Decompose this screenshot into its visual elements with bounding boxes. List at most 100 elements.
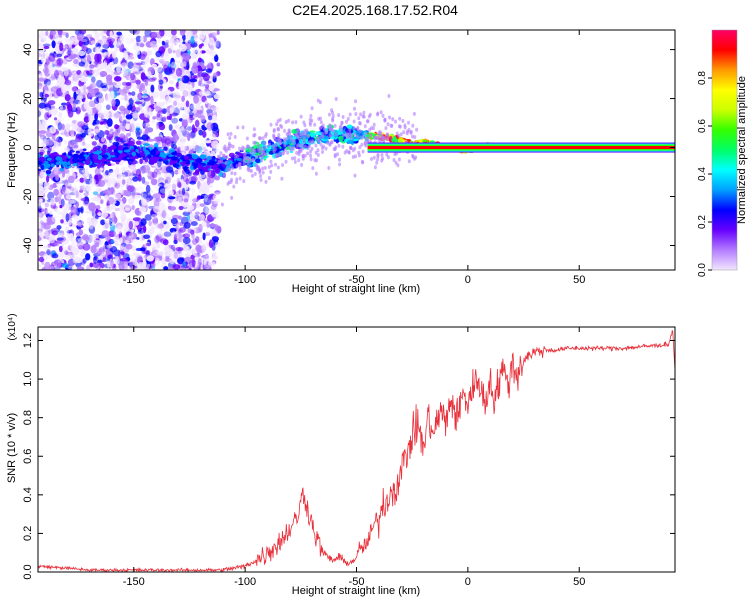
spectrogram-cell xyxy=(315,136,319,141)
spectrogram-cell xyxy=(142,267,149,270)
spectrogram-cell xyxy=(313,158,317,163)
spectrogram-cell xyxy=(273,147,277,152)
spectrogram-cell xyxy=(135,122,141,128)
spectrogram-cell xyxy=(391,117,395,122)
spectrogram-cell xyxy=(158,79,164,85)
spectrogram-cell xyxy=(158,148,165,152)
spectrogram-cell xyxy=(259,174,263,179)
spectrogram-cell xyxy=(191,258,196,268)
spectrogram-cell xyxy=(108,176,117,184)
spectrogram-cell xyxy=(309,149,312,154)
x-tick-label: -150 xyxy=(123,576,145,588)
spectrogram-cell xyxy=(381,156,385,161)
spectrogram-cell xyxy=(258,153,262,158)
spectrogram-cell xyxy=(46,127,53,131)
spectrogram-cell xyxy=(159,91,166,99)
spectrogram-cell xyxy=(182,174,189,183)
spectrogram-cell xyxy=(137,224,142,232)
spectrogram-cell xyxy=(94,97,100,105)
spectrogram-cell xyxy=(181,187,186,196)
spectrogram-cell xyxy=(102,175,110,185)
spectrogram-cell xyxy=(236,157,243,162)
spectrogram-cell xyxy=(242,179,246,184)
spectrogram-cell xyxy=(76,241,84,249)
colorbar-gradient xyxy=(712,30,737,270)
spectrogram-cell xyxy=(192,127,198,133)
spectrogram-cell xyxy=(53,117,58,121)
spectrogram-cell xyxy=(327,166,331,170)
spectrogram-cell xyxy=(245,136,249,141)
spectrogram-cell xyxy=(98,150,103,154)
spectrogram-cell xyxy=(382,139,386,144)
spectrogram-cell xyxy=(338,162,342,167)
spectrogram-cell xyxy=(114,128,120,137)
spectrogram-cell xyxy=(80,38,88,43)
spectrogram-cell xyxy=(308,143,311,148)
spectrogram-cell xyxy=(110,259,114,268)
spectrogram-cell xyxy=(139,36,144,42)
spectrogram-cell xyxy=(103,179,109,183)
spectrogram-cell xyxy=(197,164,203,170)
spectrogram-cell xyxy=(62,152,67,156)
spectrogram-cell xyxy=(92,261,100,268)
spectrogram-cell xyxy=(93,119,100,125)
spectrogram-cell xyxy=(87,115,95,123)
spectrogram-cell xyxy=(290,156,294,161)
spectrogram-cell xyxy=(62,58,68,65)
spectrogram-cell xyxy=(119,133,126,139)
spectrogram-cell xyxy=(182,34,186,41)
spectrogram-cell xyxy=(104,188,113,196)
spectrogram-cell xyxy=(415,127,419,132)
spectrogram-cell xyxy=(92,191,99,196)
spectrogram-cell xyxy=(354,99,357,104)
spectrogram-cell xyxy=(99,267,103,270)
spectrogram-cell xyxy=(50,145,56,154)
spectrogram-cell xyxy=(190,230,194,236)
spectrogram-cell xyxy=(226,132,230,137)
spectrogram-cell xyxy=(204,232,211,237)
spectrogram-cell xyxy=(126,185,135,193)
spectrogram-cell xyxy=(319,120,323,125)
spectrogram-cell xyxy=(97,179,106,187)
spectrogram-cell xyxy=(139,247,146,252)
spectrogram-cell xyxy=(205,206,209,214)
spectrogram-cell xyxy=(324,146,328,151)
spectrogram-cell xyxy=(385,152,389,157)
spectrogram-cell xyxy=(64,188,70,194)
spectrogram-cell xyxy=(97,43,102,48)
spectrogram-cell xyxy=(328,123,332,128)
spectrogram-cell xyxy=(158,71,163,80)
spectrogram-cell xyxy=(151,77,157,81)
spectrogram-cell xyxy=(392,158,396,162)
spectrogram-cell xyxy=(218,171,224,177)
spectrogram-cell xyxy=(54,196,59,203)
spectrogram-cell xyxy=(213,224,219,229)
spectrogram-cell xyxy=(246,161,250,166)
spectrogram-cell xyxy=(257,144,260,148)
spectrogram-cell xyxy=(177,139,185,147)
spectrogram-cell xyxy=(127,140,135,147)
spectrogram-cell xyxy=(348,128,352,132)
spectrogram-cell xyxy=(139,212,143,217)
spectrogram-cell xyxy=(316,153,320,157)
spectrogram-cell xyxy=(112,236,119,243)
spectrogram-cell xyxy=(90,40,97,45)
spectrogram-cell xyxy=(77,159,82,163)
spectrogram-cell xyxy=(40,123,49,130)
spectrogram-cell xyxy=(386,122,390,127)
spectrogram-cell xyxy=(182,90,189,97)
spectrogram-cell xyxy=(125,37,132,45)
spectrogram-cell xyxy=(131,245,137,252)
y-tick-label: -20 xyxy=(22,189,34,205)
spectrogram-cell xyxy=(118,261,125,270)
spectrogram-cell xyxy=(393,152,397,157)
spectrogram-cell xyxy=(291,146,295,151)
spectrogram-cell xyxy=(209,75,213,82)
spectrogram-cell xyxy=(183,198,189,203)
spectrogram-cell xyxy=(144,214,152,221)
y-tick-label: 0.6 xyxy=(22,449,34,464)
spectrogram-cell xyxy=(111,99,116,107)
spectrogram-cell xyxy=(65,39,72,48)
spectrogram-cell xyxy=(144,149,150,155)
